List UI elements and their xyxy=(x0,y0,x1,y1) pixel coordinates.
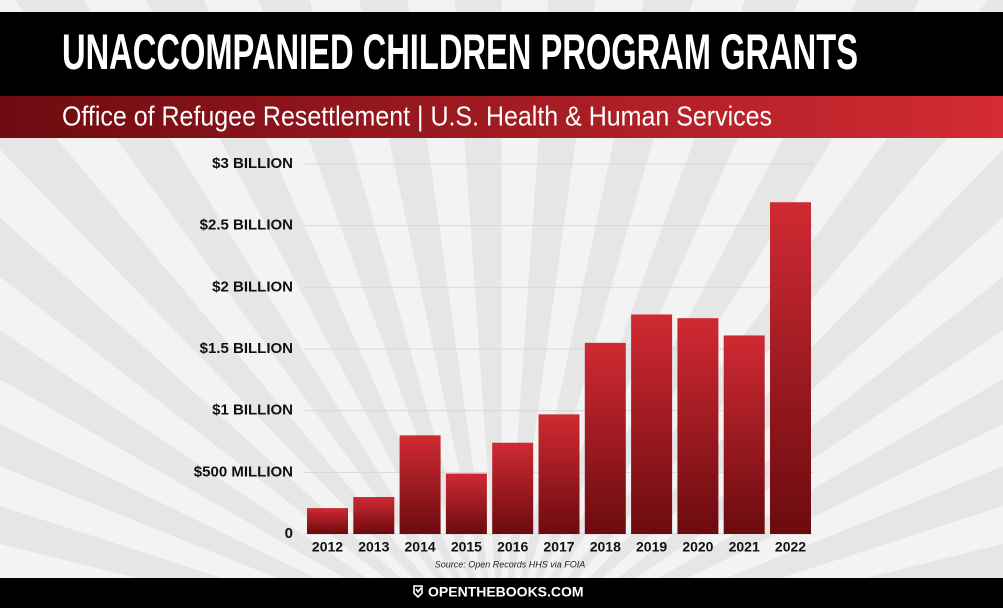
bar xyxy=(770,202,811,534)
y-tick-label: $2.5 BILLION xyxy=(200,217,293,234)
x-tick-label: 2015 xyxy=(451,539,482,555)
y-tick-label: $2 BILLION xyxy=(212,278,293,295)
bar xyxy=(399,435,441,534)
y-tick-label: $1.5 BILLION xyxy=(200,340,293,357)
chart-subtitle: Office of Refugee Resettlement | U.S. He… xyxy=(62,100,772,131)
bar xyxy=(492,442,534,534)
x-tick-label: 2014 xyxy=(405,539,436,555)
x-tick-label: 2013 xyxy=(358,539,389,555)
footer-icon xyxy=(413,585,423,599)
y-tick-label: $1 BILLION xyxy=(212,402,293,419)
bar xyxy=(723,335,765,534)
y-tick-label: $500 MILLION xyxy=(194,463,293,480)
chart-title: UNACCOMPANIED CHILDREN PROGRAM GRANTS xyxy=(62,24,858,80)
bar xyxy=(307,508,348,534)
x-tick-label: 2019 xyxy=(636,539,667,555)
x-tick-label: 2017 xyxy=(543,539,574,555)
y-tick-label: $3 BILLION xyxy=(212,155,293,172)
bar xyxy=(445,473,487,534)
footer-bar xyxy=(0,578,1003,608)
x-tick-label: 2018 xyxy=(590,539,621,555)
x-tick-label: 2012 xyxy=(312,539,343,555)
source-note: Source: Open Records HHS via FOIA xyxy=(435,559,586,569)
x-tick-label: 2016 xyxy=(497,539,528,555)
x-tick-label: 2021 xyxy=(729,539,760,555)
bar xyxy=(631,314,673,534)
bar xyxy=(353,497,395,534)
bar xyxy=(538,414,580,534)
x-tick-label: 2020 xyxy=(682,539,713,555)
x-tick-label: 2022 xyxy=(775,539,806,555)
subtitle-bar xyxy=(0,96,1003,138)
bar xyxy=(677,318,719,534)
bar xyxy=(584,342,626,534)
y-tick-label: 0 xyxy=(285,525,293,542)
title-bar xyxy=(0,12,1003,96)
footer-brand: OPENTHEBOOKS.COM xyxy=(428,584,584,600)
